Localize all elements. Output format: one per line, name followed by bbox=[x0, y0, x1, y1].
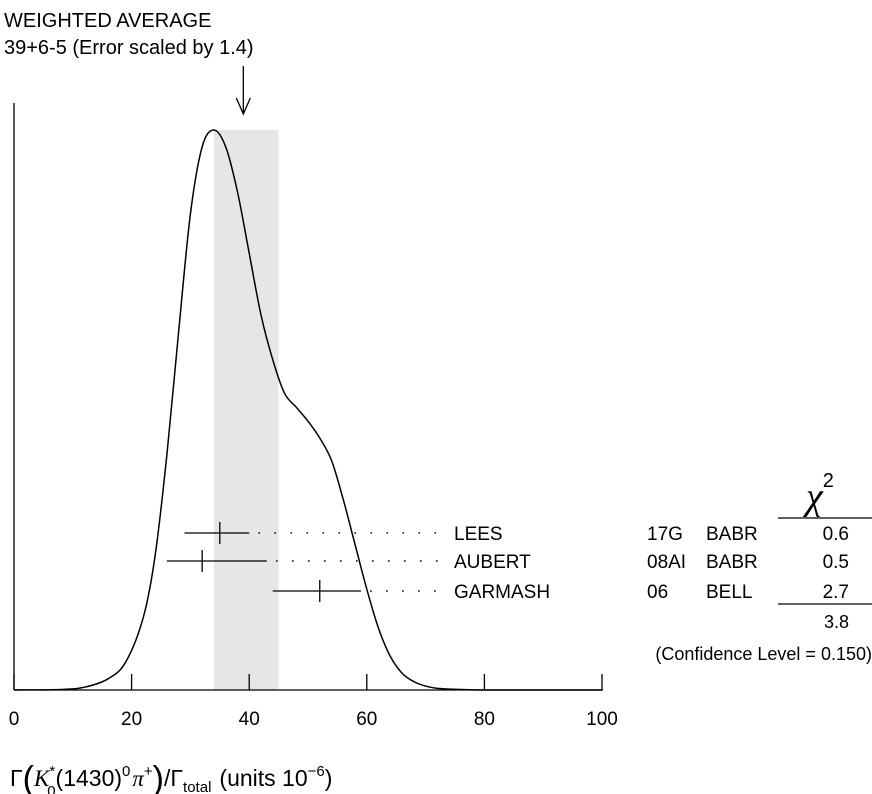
average-arrow bbox=[235, 66, 251, 116]
leader-dot bbox=[371, 560, 374, 562]
leader-dot bbox=[370, 590, 372, 592]
ideogram-curve bbox=[13, 129, 603, 691]
measurement-name: GARMASH bbox=[454, 582, 550, 603]
leader-dot bbox=[354, 532, 357, 534]
leader-dot bbox=[387, 560, 390, 562]
leader-dot bbox=[291, 560, 294, 562]
x-tick-label: 60 bbox=[356, 709, 377, 730]
chi2-header: χ2 bbox=[802, 470, 834, 518]
leader-dot bbox=[370, 532, 373, 534]
chi2-header-exponent: 2 bbox=[823, 470, 834, 492]
leader-dot bbox=[258, 532, 261, 534]
measurement-name: AUBERT bbox=[454, 552, 531, 573]
measurement-row: AUBERT 08AI BABR 0.5 bbox=[166, 550, 849, 573]
measurement-chi2: 2.7 bbox=[823, 582, 849, 603]
x-tick-label: 20 bbox=[121, 709, 142, 730]
leader-dot bbox=[275, 560, 278, 562]
leader-dot bbox=[419, 560, 422, 562]
measurement-experiment: BELL bbox=[706, 582, 752, 603]
leader-dot bbox=[322, 532, 325, 534]
chart-subtitle: 39+6-5 (Error scaled by 1.4) bbox=[4, 37, 254, 59]
leader-dot bbox=[274, 532, 277, 534]
leader-dot bbox=[402, 532, 405, 534]
leader-dot bbox=[418, 590, 420, 592]
leader-dot bbox=[306, 532, 309, 534]
leader-dot bbox=[339, 560, 342, 562]
chart-title: WEIGHTED AVERAGE bbox=[4, 10, 211, 32]
measurement-ref: 17G bbox=[647, 524, 683, 545]
measurement-ref: 06 bbox=[647, 582, 668, 603]
leader-dot bbox=[355, 560, 358, 562]
measurement-name: LEES bbox=[454, 524, 503, 545]
measurement-row: GARMASH 06 BELL 2.7 bbox=[272, 580, 849, 603]
x-axis-ticks: 0 20 40 60 80 100 bbox=[9, 674, 618, 730]
measurement-experiment: BABR bbox=[706, 524, 758, 545]
confidence-level: (Confidence Level = 0.150) bbox=[655, 644, 872, 664]
leader-dot bbox=[403, 560, 406, 562]
leader-dot bbox=[402, 590, 404, 592]
leader-dot bbox=[434, 532, 437, 534]
measurement-row: LEES 17G BABR 0.6 bbox=[184, 522, 849, 545]
chi2-total: 3.8 bbox=[824, 612, 849, 632]
leader-dot bbox=[418, 532, 421, 534]
leader-dot bbox=[323, 560, 326, 562]
leader-dot bbox=[386, 590, 388, 592]
x-axis-label: Γ(K* 0(1430)0π+)/Γtotal (units 10−6) bbox=[10, 760, 332, 794]
leader-dot bbox=[386, 532, 389, 534]
measurement-chi2: 0.5 bbox=[823, 552, 849, 573]
average-band bbox=[213, 130, 279, 690]
x-tick-label: 0 bbox=[9, 709, 20, 730]
x-tick-label: 80 bbox=[474, 709, 495, 730]
x-tick-label: 100 bbox=[586, 709, 618, 730]
measurement-rows: LEES 17G BABR 0.6 AUBERT 08AI BABR 0.5 GARMASH 06… bbox=[166, 522, 849, 603]
measurement-ref: 08AI bbox=[647, 552, 686, 573]
leader-dot bbox=[307, 560, 310, 562]
leader-dot bbox=[434, 590, 436, 592]
leader-dot bbox=[290, 532, 293, 534]
leader-dot bbox=[338, 532, 341, 534]
measurement-experiment: BABR bbox=[706, 552, 758, 573]
measurement-chi2: 0.6 bbox=[823, 524, 849, 545]
leader-dot bbox=[435, 560, 438, 562]
x-tick-label: 40 bbox=[239, 709, 260, 730]
